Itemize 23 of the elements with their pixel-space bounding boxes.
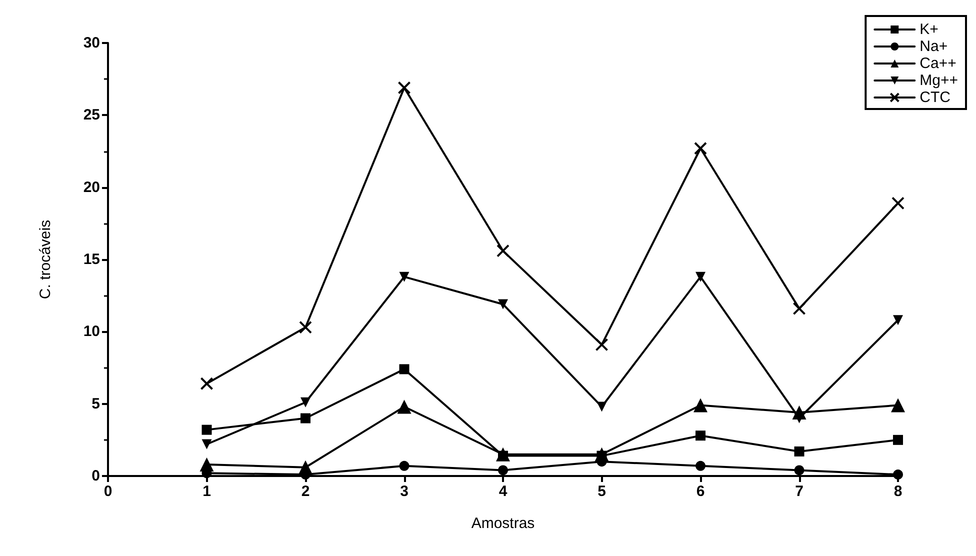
x-tick-label: 8 — [894, 483, 902, 500]
x-tick-label: 5 — [598, 483, 606, 500]
x-tick-label: 1 — [202, 483, 211, 500]
x-tick-label: 6 — [696, 483, 705, 500]
y-tick-label: 10 — [83, 323, 100, 340]
x-tick-label: 7 — [795, 483, 804, 500]
legend-label: CTC — [920, 89, 951, 106]
y-tick-label: 25 — [83, 106, 100, 124]
y-tick-label: 30 — [83, 34, 100, 52]
x-tick-label: 3 — [400, 483, 408, 500]
legend-label: Ca++ — [920, 55, 957, 72]
legend-label: Na+ — [920, 38, 948, 55]
y-tick-label: 0 — [92, 468, 100, 484]
y-axis-title: C. trocáveis — [37, 220, 54, 300]
x-tick-label: 0 — [104, 483, 112, 500]
legend-label: K+ — [920, 21, 939, 38]
y-tick-label: 15 — [83, 251, 100, 268]
x-tick-label: 2 — [301, 483, 310, 500]
y-tick-label: 5 — [92, 395, 100, 412]
legend-label: Mg++ — [920, 72, 958, 89]
x-axis-title: Amostras — [471, 515, 535, 532]
x-tick-label: 4 — [498, 483, 508, 500]
y-tick-label: 20 — [83, 178, 100, 196]
